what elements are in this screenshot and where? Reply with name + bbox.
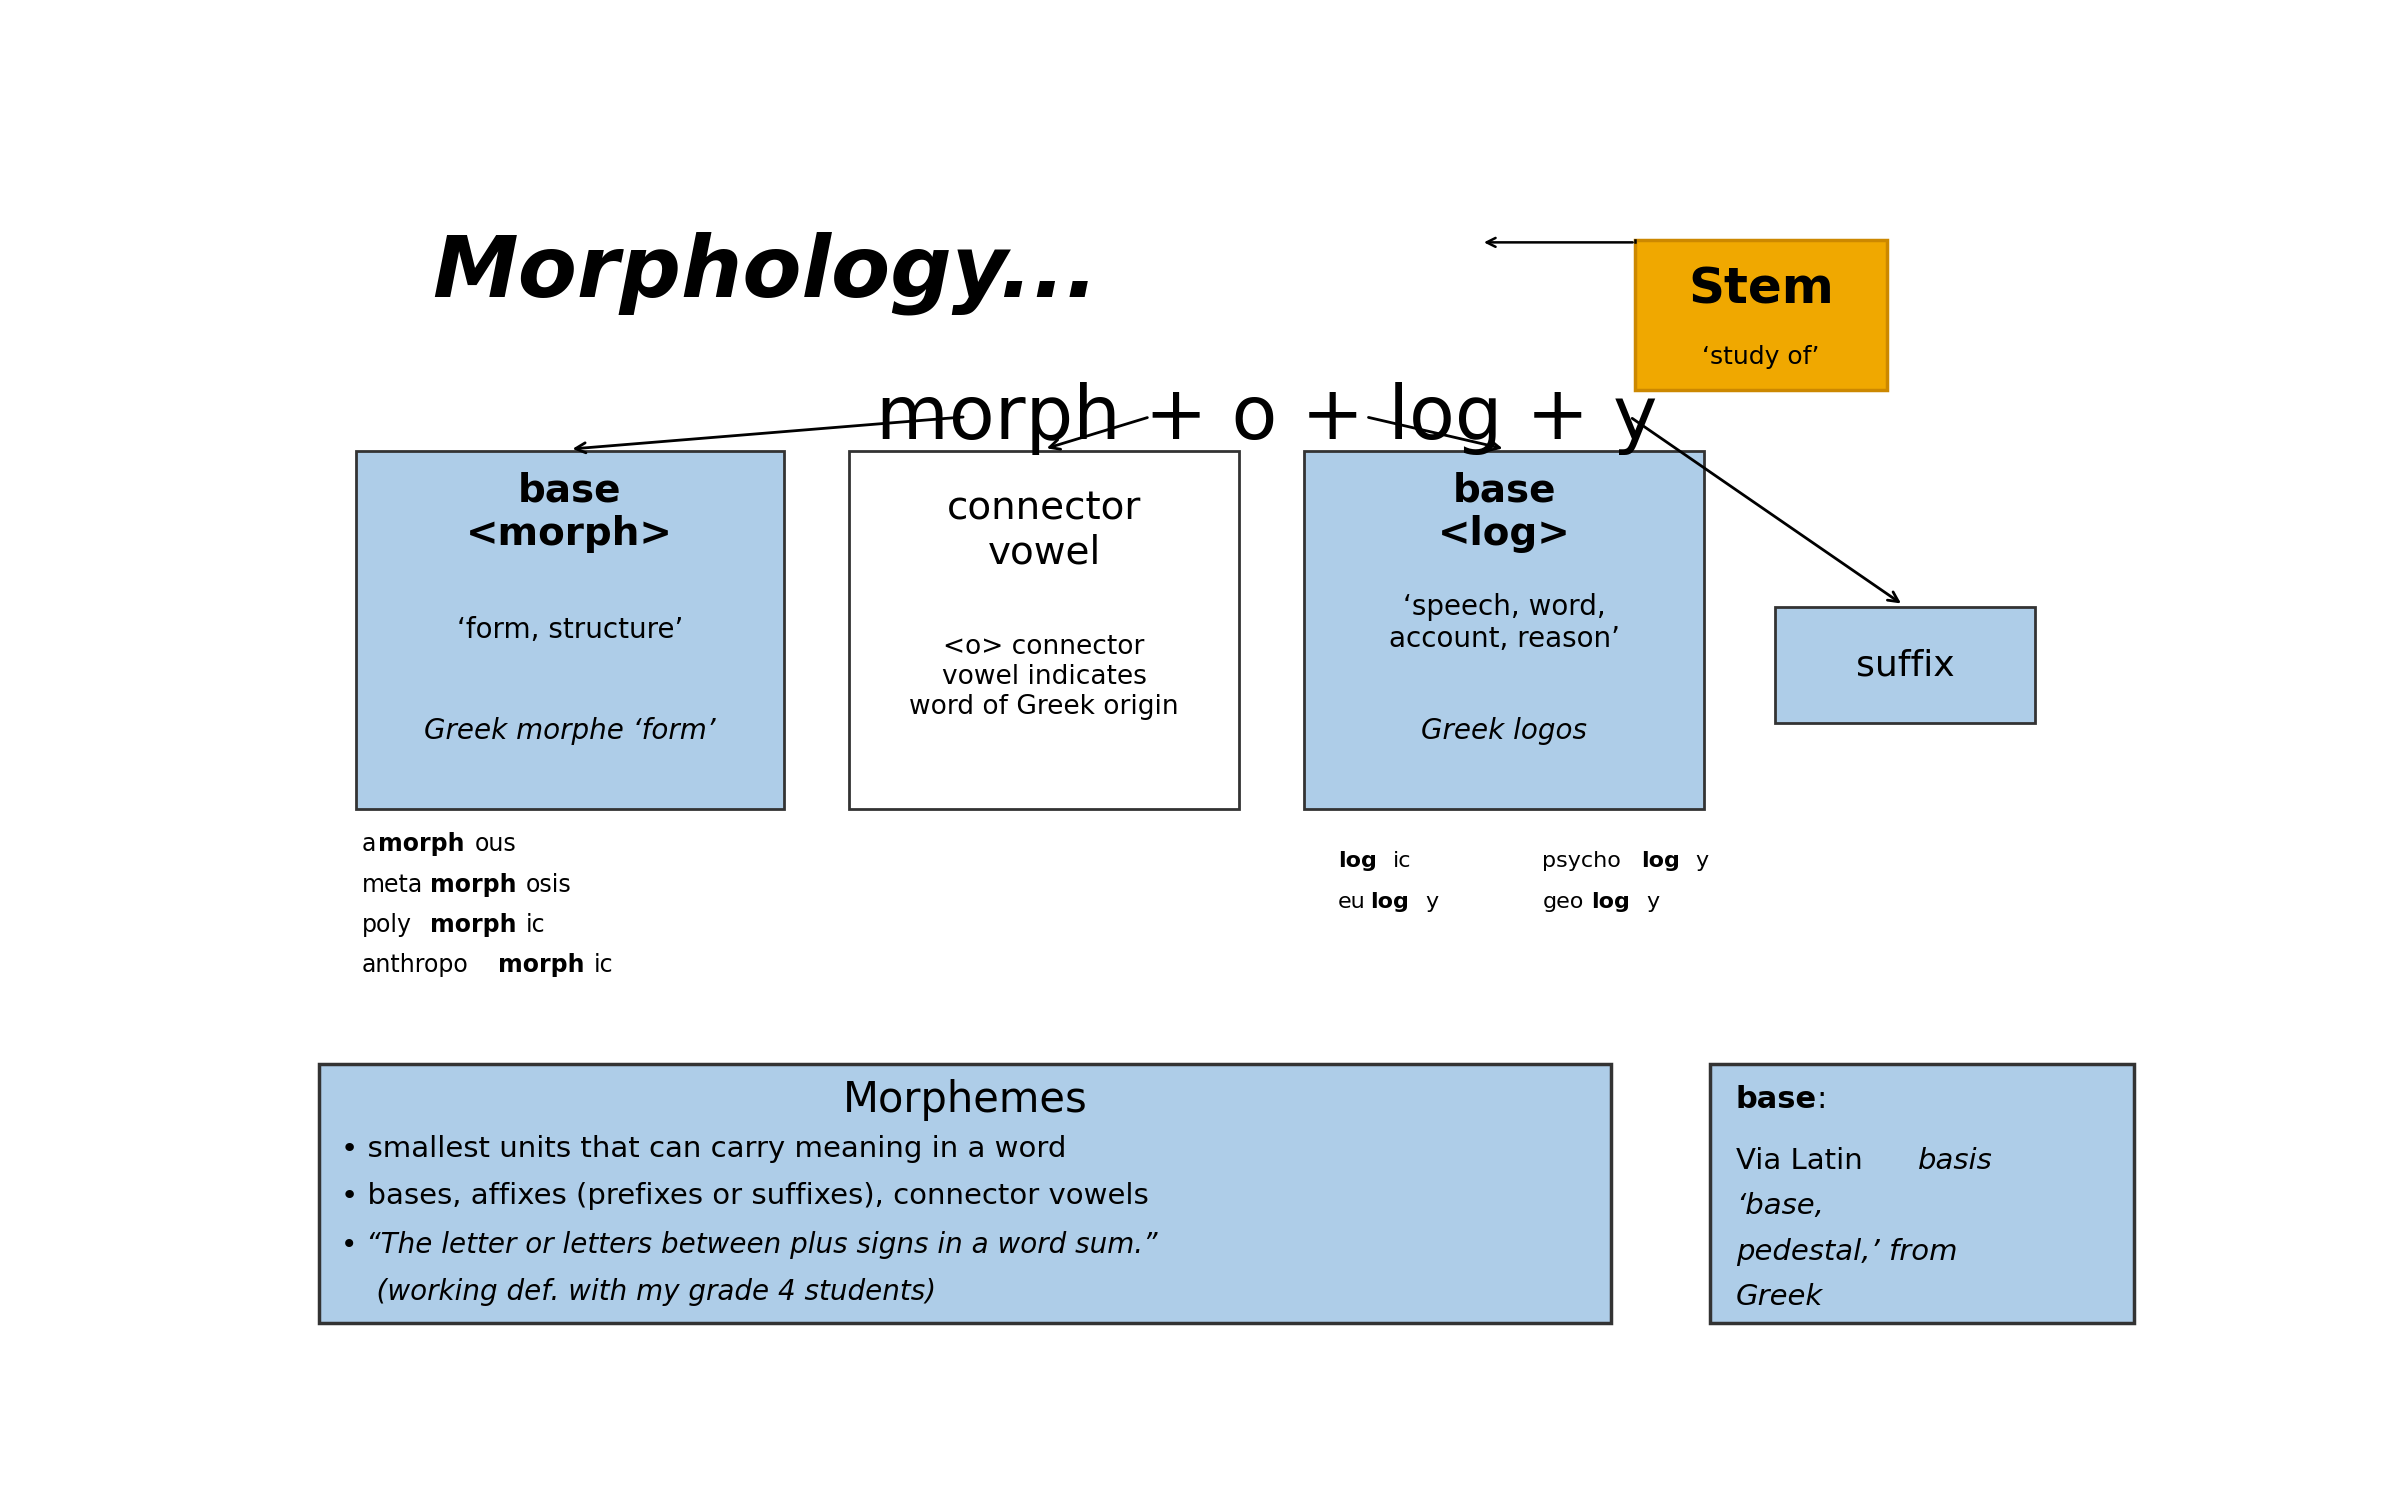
Text: ic: ic [595,954,614,978]
Text: morph: morph [499,954,586,978]
Text: Morphemes: Morphemes [842,1078,1087,1120]
Text: log: log [1642,852,1680,871]
Text: • bases, affixes (prefixes or suffixes), connector vowels: • bases, affixes (prefixes or suffixes),… [341,1182,1150,1210]
Text: Morphology...: Morphology... [432,232,1099,315]
Text: log: log [1591,892,1630,912]
Text: morph + o + log + y: morph + o + log + y [876,382,1658,454]
Text: • “The letter or letters between plus signs in a word sum.”: • “The letter or letters between plus si… [341,1232,1157,1260]
Text: ‘form, structure’: ‘form, structure’ [456,616,684,645]
FancyBboxPatch shape [850,452,1238,810]
Text: log: log [1370,892,1409,912]
Text: ic: ic [1392,852,1411,871]
Text: morph: morph [430,914,516,938]
Text: psycho: psycho [1543,852,1622,871]
Text: ‘study of’: ‘study of’ [1702,345,1819,369]
Text: geo: geo [1543,892,1584,912]
FancyBboxPatch shape [355,452,782,810]
Text: a: a [362,833,377,856]
FancyBboxPatch shape [319,1064,1610,1323]
Text: Greek morphe ‘form’: Greek morphe ‘form’ [425,717,715,744]
Text: ic: ic [526,914,545,938]
Text: ous: ous [475,833,516,856]
Text: anthropo: anthropo [362,954,468,978]
Text: meta: meta [362,873,422,897]
Text: <o> connector
vowel indicates
word of Greek origin: <o> connector vowel indicates word of Gr… [910,634,1178,720]
FancyBboxPatch shape [1709,1064,2134,1323]
Text: base
<morph>: base <morph> [466,471,672,554]
Text: ‘base,: ‘base, [1735,1192,1824,1219]
Text: connector
vowel: connector vowel [948,489,1140,572]
Text: log: log [1337,852,1378,871]
Text: suffix: suffix [1855,648,1954,682]
Text: Stem: Stem [1687,266,1834,314]
Text: basis: basis [1918,1146,1992,1174]
Text: base
<log>: base <log> [1438,471,1570,554]
Text: poly: poly [362,914,410,938]
FancyBboxPatch shape [1634,240,1886,390]
Text: Greek: Greek [1735,1282,1824,1311]
Text: morph: morph [430,873,516,897]
Text: :: : [1817,1086,1826,1114]
Text: osis: osis [526,873,571,897]
Text: eu: eu [1337,892,1366,912]
Text: y: y [1646,892,1661,912]
Text: y: y [1426,892,1438,912]
FancyBboxPatch shape [1776,608,2035,723]
Text: ‘speech, word,
account, reason’: ‘speech, word, account, reason’ [1390,592,1620,654]
FancyBboxPatch shape [1306,452,1704,810]
Text: pedestal,’ from: pedestal,’ from [1735,1238,1958,1266]
Text: • smallest units that can carry meaning in a word: • smallest units that can carry meaning … [341,1136,1066,1164]
Text: y: y [1697,852,1709,871]
Text: Greek logos: Greek logos [1421,717,1586,744]
Text: base: base [1735,1086,1817,1114]
Text: Via Latin: Via Latin [1735,1146,1872,1174]
Text: morph: morph [379,833,466,856]
Text: (working def. with my grade 4 students): (working def. with my grade 4 students) [341,1278,936,1306]
